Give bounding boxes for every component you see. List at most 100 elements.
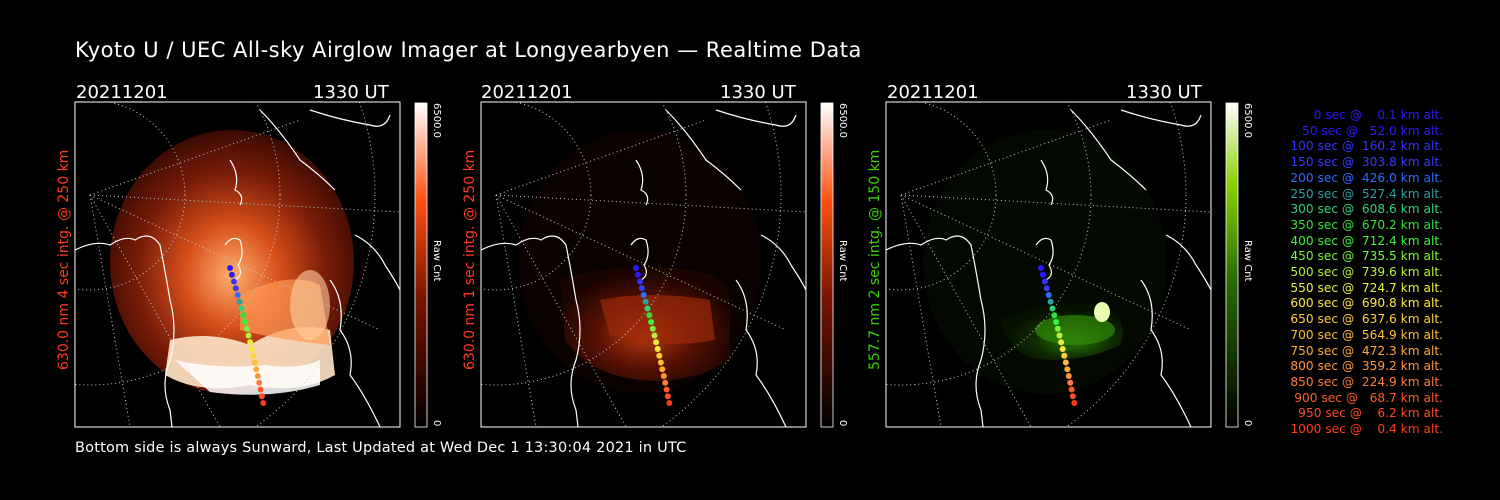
trajectory-point [657,359,664,366]
legend-line: 800 sec @ 359.2 km alt. [1286,359,1443,374]
panel1-colorbar [414,102,428,428]
trajectory-point [1068,386,1075,393]
trajectory-point [653,339,660,346]
legend-line: 300 sec @ 608.6 km alt. [1286,202,1443,217]
panel3-date: 20211201 [887,82,979,103]
legend-line: 950 sec @ 6.2 km alt. [1294,406,1443,421]
trajectory-point [649,325,656,332]
trajectory-point [260,400,267,406]
panel3-grid [886,102,1211,427]
panel1-date: 20211201 [76,82,168,103]
legend-line: 50 sec @ 52.0 km alt. [1294,123,1443,138]
trajectory-point [659,366,666,373]
trajectory-point [258,393,265,400]
trajectory-point [1064,366,1071,373]
panel2-coastline [481,109,806,427]
legend-line: 450 sec @ 735.5 km alt. [1286,249,1443,264]
legend-line: 850 sec @ 224.9 km alt. [1286,374,1443,389]
trajectory-point [1065,373,1072,379]
legend-line: 650 sec @ 637.6 km alt. [1286,312,1443,327]
trajectory-point [660,373,667,379]
trajectory-point [636,278,643,285]
trajectory-point [646,312,653,319]
page-title: Kyoto U / UEC All-sky Airglow Imager at … [75,38,862,62]
footer-note: Bottom side is always Sunward, Last Upda… [75,440,687,456]
panel3-coastline [886,109,1211,427]
legend-line: 900 sec @ 68.7 km alt. [1290,390,1443,405]
trajectory-point [236,298,243,305]
trajectory-point [1041,278,1048,285]
trajectory-point [251,359,258,366]
trajectory-point [243,325,250,332]
trajectory-point [638,285,645,292]
panel2-time: 1330 UT [720,82,796,103]
trajectory-point [242,319,249,325]
trajectory-point [238,305,245,312]
panel3-frame [885,101,1212,428]
legend-line: 0 sec @ 0.1 km alt. [1302,108,1443,122]
trajectory-point [240,312,247,319]
panel1-image [110,130,354,395]
legend-line: 700 sec @ 564.9 km alt. [1286,327,1443,342]
panel3-time: 1330 UT [1126,82,1202,103]
legend-line: 600 sec @ 690.8 km alt. [1286,296,1443,311]
trajectory-point [230,278,237,285]
trajectory-point [1053,319,1060,325]
legend-line: 350 sec @ 670.2 km alt. [1286,217,1443,232]
legend-line: 1000 sec @ 0.4 km alt. [1290,422,1443,436]
trajectory-point [1059,346,1066,352]
trajectory-point [633,265,639,271]
trajectory-point [1061,352,1068,359]
legend-line: 250 sec @ 527.4 km alt. [1286,186,1443,201]
trajectory-point [234,292,241,298]
panel3-colorbar [1225,102,1239,428]
panel1-grid [75,102,400,427]
trajectory-point [247,339,254,346]
trajectory-point [663,386,670,393]
trajectory-point [1056,332,1063,339]
legend-line: 550 sec @ 724.7 km alt. [1286,280,1443,295]
trajectory-point [250,352,257,359]
legend-line: 100 sec @ 160.2 km alt. [1286,139,1443,154]
panel2-image [518,130,762,394]
legend-line: 500 sec @ 739.6 km alt. [1286,265,1443,279]
trajectory-point [640,292,647,298]
trajectory-point [248,346,255,352]
trajectory-point [257,386,264,393]
panel2-colorbar [820,102,834,428]
legend-line: 150 sec @ 303.8 km alt. [1286,155,1443,170]
trajectory-point [642,298,649,305]
trajectory-point [254,373,261,379]
panel3-trajectory [1038,265,1078,406]
trajectory-point [1043,285,1050,292]
trajectory-point [664,393,671,400]
panel3-image [923,130,1167,394]
trajectory-point [1051,312,1058,319]
trajectory-point [253,366,260,373]
trajectory-point [634,271,641,278]
panel2-trajectory [633,265,673,406]
trajectory-point [1058,339,1065,346]
trajectory-point [648,319,655,325]
legend-line: 400 sec @ 712.4 km alt. [1286,233,1443,248]
panel1-coastline [75,109,400,427]
trajectory-point [1049,305,1056,312]
trajectory-point [1067,379,1074,386]
trajectory-point [1039,271,1046,278]
trajectory-point [245,332,252,339]
panel2-grid [481,102,806,427]
trajectory-point [666,400,673,406]
trajectory-point [1054,325,1061,332]
legend-line: 750 sec @ 472.3 km alt. [1286,343,1443,358]
trajectory-point [228,271,235,278]
trajectory-point [227,265,233,271]
trajectory-point [1038,265,1044,271]
trajectory-point [232,285,239,292]
trajectory-point [651,332,658,339]
trajectory-point [1069,393,1076,400]
panel1-time: 1330 UT [313,82,389,103]
panel1-frame [74,101,401,428]
trajectory-point [1071,400,1078,406]
trajectory-point [1047,298,1054,305]
